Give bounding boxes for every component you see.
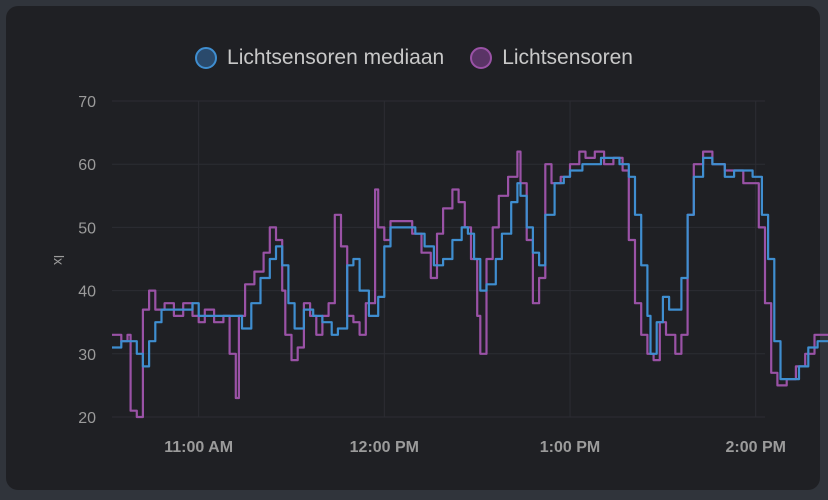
- x-tick-label-11:00: 11:00 AM: [164, 439, 233, 456]
- y-tick-label-40: 40: [78, 284, 96, 301]
- y-tick-label-20: 20: [78, 410, 96, 427]
- legend-label-mediaan: Lichtsensoren mediaan: [227, 46, 445, 69]
- x-tick-label-12:00: 12:00 PM: [350, 439, 419, 456]
- chart-series: [112, 145, 828, 419]
- y-tick-label-30: 30: [78, 347, 96, 364]
- series-line-lichtsensoren-mediaan[interactable]: [112, 152, 828, 381]
- y-axis-ticks: 20 30 40 50 60 70: [78, 94, 96, 427]
- y-axis-label: lx: [51, 255, 67, 265]
- legend-item-lichtsensoren[interactable]: Lichtsensoren: [470, 46, 633, 70]
- legend-swatch-mediaan: [195, 47, 218, 69]
- y-tick-label-70: 70: [78, 94, 96, 111]
- chart-card: [6, 6, 820, 490]
- x-tick-label-13:00: 1:00 PM: [540, 439, 600, 456]
- legend-swatch-lichtsensoren: [470, 47, 493, 69]
- y-tick-label-50: 50: [78, 220, 96, 237]
- series-line-lichtsensoren[interactable]: [112, 145, 828, 419]
- legend-label-lichtsensoren: Lichtsensoren: [502, 46, 633, 69]
- x-tick-label-14:00: 2:00 PM: [725, 439, 785, 456]
- chart-grid: [112, 100, 765, 418]
- y-tick-label-60: 60: [78, 157, 96, 174]
- chart-legend: Lichtsensoren mediaan Lichtsensoren: [0, 46, 828, 70]
- x-axis-ticks: 11:00 AM 12:00 PM 1:00 PM 2:00 PM: [164, 439, 786, 456]
- legend-item-lichtsensoren-mediaan[interactable]: Lichtsensoren mediaan: [195, 46, 444, 70]
